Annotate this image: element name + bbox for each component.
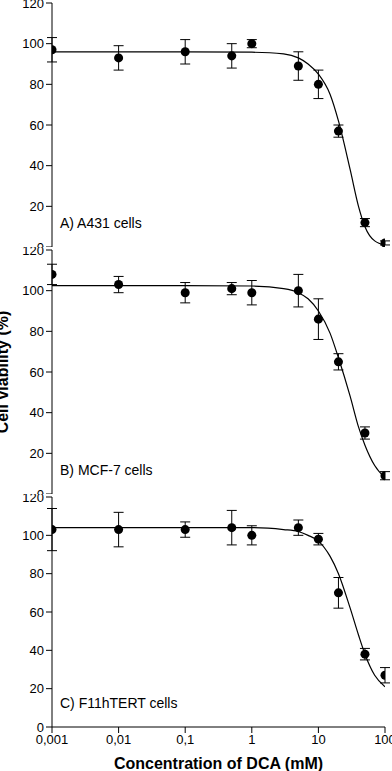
svg-text:80: 80 [30,324,44,339]
svg-text:120: 120 [22,0,44,11]
svg-text:100: 100 [22,528,44,543]
svg-text:120: 120 [22,494,44,505]
svg-text:120: 120 [22,247,44,258]
svg-text:100: 100 [22,36,44,51]
svg-text:0: 0 [37,487,44,494]
svg-text:0,1: 0,1 [176,732,194,747]
html-text:A) A431 cells: A) A431 cells [60,215,142,231]
svg-text:100: 100 [374,732,384,747]
svg-text:0,01: 0,01 [106,732,131,747]
svg-text:60: 60 [30,605,44,620]
svg-text:20: 20 [30,199,44,214]
svg-text:0: 0 [37,240,44,247]
svg-text:40: 40 [30,158,44,173]
svg-text:0,001: 0,001 [35,732,69,748]
svg-text:Concentration of DCA (mM): Concentration of DCA (mM) [114,755,323,771]
svg-text:40: 40 [30,405,44,420]
svg-text:20: 20 [30,681,44,696]
svg-text:60: 60 [30,118,44,133]
svg-text:100: 100 [22,283,44,298]
svg-text:60: 60 [30,365,44,380]
svg-text:10: 10 [311,732,325,747]
svg-text:80: 80 [30,566,44,581]
html-text:B) MCF-7 cells: B) MCF-7 cells [60,462,153,478]
svg-text:Cell viability (%): Cell viability (%) [8,311,11,434]
svg-text:1: 1 [248,732,255,747]
svg-text:40: 40 [30,643,44,658]
svg-text:80: 80 [30,77,44,92]
svg-text:20: 20 [30,446,44,461]
html-text:C) F11hTERT cells: C) F11hTERT cells [60,695,178,711]
svg-text:0: 0 [37,720,44,735]
